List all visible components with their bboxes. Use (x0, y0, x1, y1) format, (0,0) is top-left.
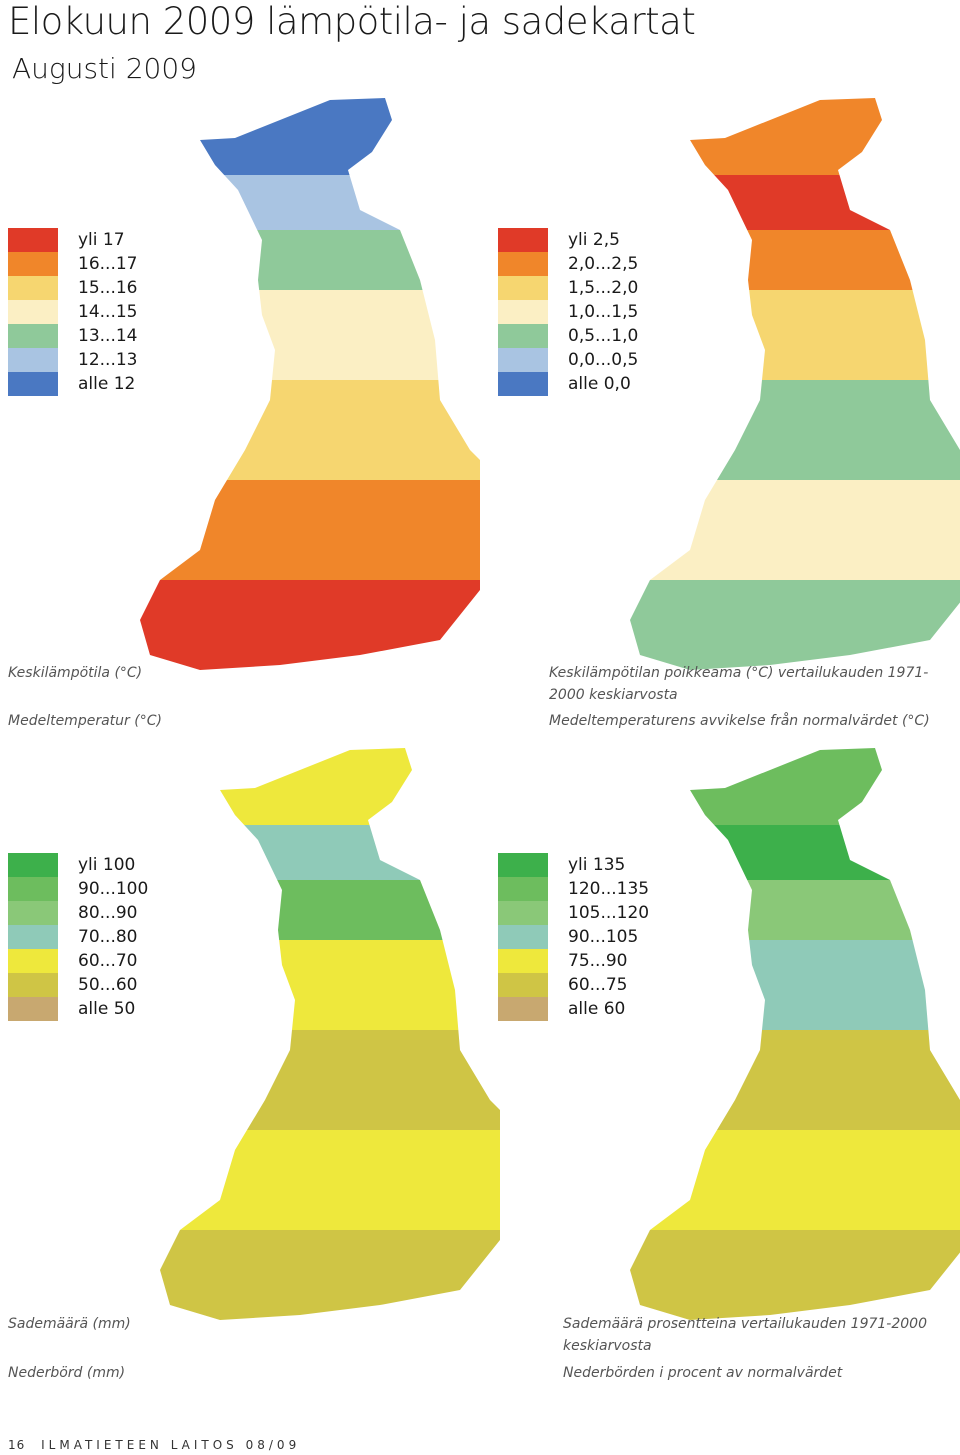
legend-label: alle 60 (568, 999, 626, 1019)
legend-label: 75...90 (568, 951, 628, 971)
map-zone (630, 1230, 960, 1320)
legend-label: alle 12 (78, 374, 136, 394)
legend-label: 1,0...1,5 (568, 302, 639, 322)
map-zone (160, 748, 500, 825)
legend-swatch (8, 276, 58, 300)
legend-label: 0,5...1,0 (568, 326, 639, 346)
legend-swatch (498, 300, 548, 324)
map-zone (140, 98, 480, 175)
legend-swatch (8, 925, 58, 949)
legend-label: 1,5...2,0 (568, 278, 639, 298)
map-zone (630, 748, 960, 825)
legend-swatch (8, 949, 58, 973)
legend-label: 50...60 (78, 975, 138, 995)
legend-label: 60...70 (78, 951, 138, 971)
map-zone (140, 175, 480, 230)
legend-swatch (8, 228, 58, 252)
legend-swatch (498, 228, 548, 252)
legend-swatch (498, 348, 548, 372)
temperature-map (140, 98, 480, 670)
caption-percent-fi: Sademäärä prosentteina vertailukauden 19… (563, 1316, 927, 1354)
page-number: 16 (8, 1438, 26, 1452)
legend-label: 90...105 (568, 927, 639, 947)
legend-label: 0,0...0,5 (568, 350, 639, 370)
legend-swatch (498, 949, 548, 973)
legend-swatch (8, 877, 58, 901)
legend-swatch (8, 300, 58, 324)
precipitation-percent-map (630, 748, 960, 1320)
legend-swatch (498, 901, 548, 925)
map-zone (630, 480, 960, 580)
caption-temperature-sv: Medeltemperatur (°C) (8, 713, 162, 729)
legend-label: 90...100 (78, 879, 149, 899)
map-zone (630, 98, 960, 175)
legend-swatch (8, 853, 58, 877)
legend-label: 2,0...2,5 (568, 254, 639, 274)
caption-precip-fi: Sademäärä (mm) (8, 1316, 131, 1332)
precipitation-map (160, 748, 500, 1320)
legend-swatch (8, 348, 58, 372)
map-zone (630, 1130, 960, 1230)
map-zone (630, 580, 960, 670)
map-zone (140, 480, 480, 580)
legend-swatch (498, 276, 548, 300)
map-zone (140, 580, 480, 670)
legend-swatch (498, 973, 548, 997)
legend-label: 12...13 (78, 350, 138, 370)
legend-label: 14...15 (78, 302, 138, 322)
legend-label: yli 135 (568, 855, 626, 875)
legend-swatch (498, 853, 548, 877)
legend-label: 60...75 (568, 975, 628, 995)
caption-anomaly-fi: Keskilämpötilan poikkeama (°C) vertailuk… (549, 665, 929, 703)
legend-label: 70...80 (78, 927, 138, 947)
legend-swatch (8, 901, 58, 925)
legend-label: 15...16 (78, 278, 138, 298)
caption-percent-sv: Nederbörden i procent av normalvärdet (563, 1365, 843, 1381)
map-zone (630, 1030, 960, 1130)
map-zone (160, 1230, 500, 1320)
caption-anomaly-sv: Medeltemperaturens avvikelse från normal… (549, 713, 930, 729)
legend-label: alle 0,0 (568, 374, 631, 394)
caption-precip-sv: Nederbörd (mm) (8, 1365, 126, 1381)
temperature-anomaly-map (630, 98, 960, 670)
legend-swatch (498, 324, 548, 348)
legend-swatch (8, 997, 58, 1021)
publication-name: ILMATIETEEN LAITOS 08/09 (41, 1438, 301, 1452)
legend-swatch (498, 372, 548, 396)
page-title: Elokuun 2009 lämpötila- ja sadekartat (8, 0, 696, 43)
legend-label: alle 50 (78, 999, 136, 1019)
footer: 16 ILMATIETEEN LAITOS 08/09 (8, 1438, 300, 1452)
legend-swatch (8, 324, 58, 348)
legend-swatch (498, 925, 548, 949)
page-subtitle: Augusti 2009 (12, 52, 197, 85)
legend-label: 120...135 (568, 879, 650, 899)
legend-label: 105...120 (568, 903, 650, 923)
map-zone (160, 1030, 500, 1130)
legend-label: yli 17 (78, 230, 125, 250)
legend-swatch (498, 877, 548, 901)
legend-swatch (8, 973, 58, 997)
legend-swatch (8, 252, 58, 276)
legend-swatch (498, 997, 548, 1021)
legend-label: yli 2,5 (568, 230, 620, 250)
legend-label: 13...14 (78, 326, 138, 346)
legend-label: 16...17 (78, 254, 138, 274)
caption-temperature-fi: Keskilämpötila (°C) (8, 665, 143, 681)
legend-swatch (498, 252, 548, 276)
legend-label: 80...90 (78, 903, 138, 923)
map-zone (160, 1130, 500, 1230)
legend-label: yli 100 (78, 855, 136, 875)
legend-swatch (8, 372, 58, 396)
map-zone (630, 175, 960, 230)
